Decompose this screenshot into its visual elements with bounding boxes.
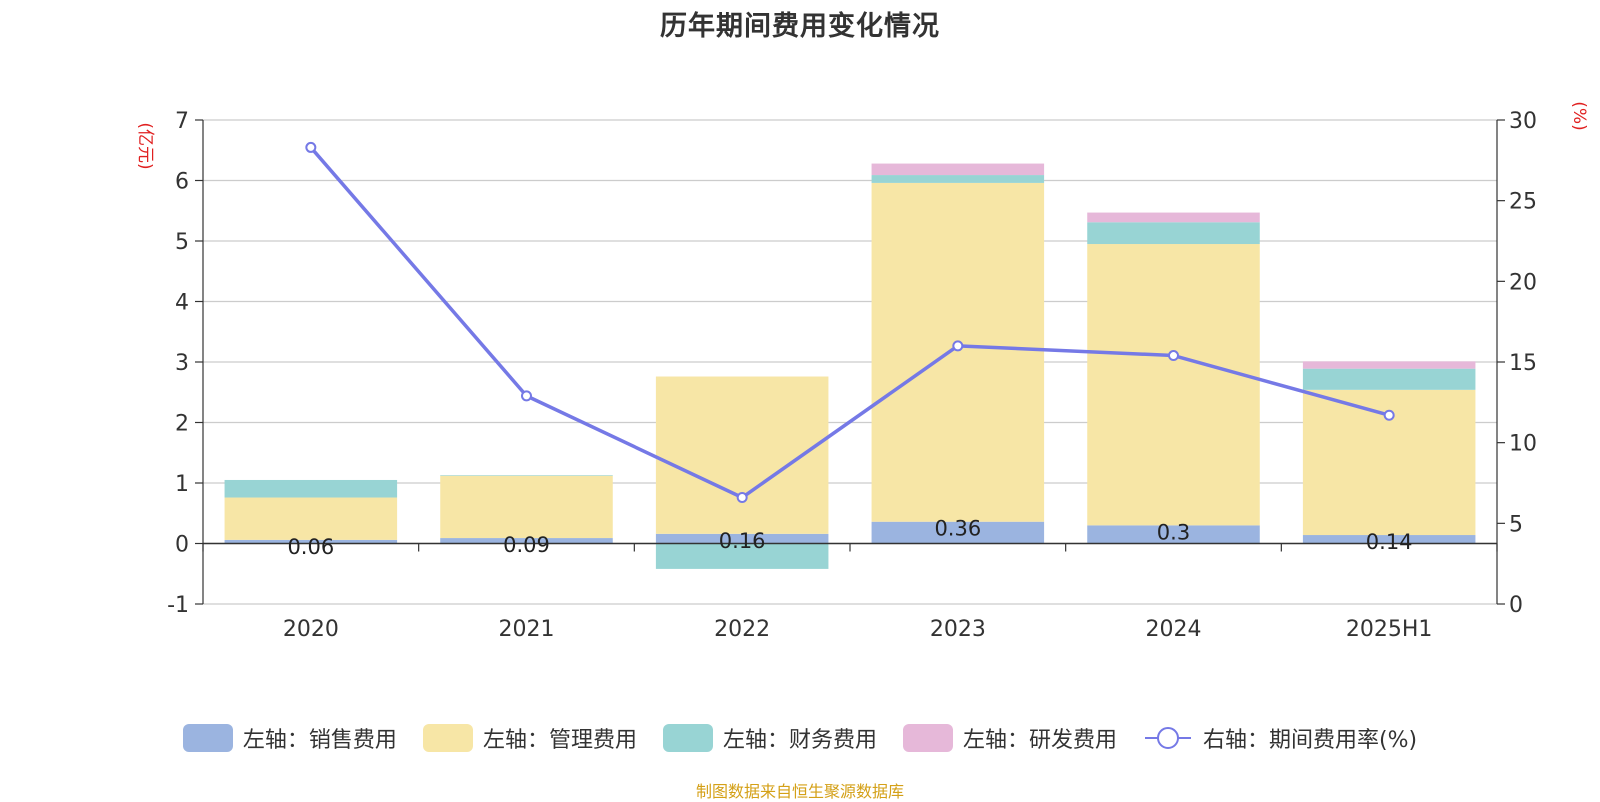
legend-label: 左轴：财务费用 xyxy=(722,728,877,753)
bar-finance xyxy=(1302,368,1476,390)
data-label-sales: 0.14 xyxy=(1366,530,1413,554)
legend-line-marker-icon xyxy=(1144,727,1191,749)
bar-rnd xyxy=(871,163,1045,176)
bar-finance xyxy=(655,543,829,569)
category-label: 2025H1 xyxy=(1346,617,1433,642)
data-label-sales: 0.3 xyxy=(1157,520,1190,544)
legend-label: 左轴：管理费用 xyxy=(482,728,637,753)
bar-sales xyxy=(871,521,1045,544)
bar-admin xyxy=(224,497,398,540)
left-tick-label: 6 xyxy=(175,170,189,195)
left-tick-label: 1 xyxy=(175,472,189,497)
legend-label: 左轴：销售费用 xyxy=(242,728,397,753)
data-label-sales: 0.09 xyxy=(503,533,550,557)
bar-rnd xyxy=(1302,361,1476,369)
ratio-point xyxy=(1383,409,1395,421)
legend: 左轴：销售费用 左轴：管理费用 左轴：财务费用 左轴：研发费用 右轴：期间费用率(%) xyxy=(0,720,1600,756)
category-label: 2021 xyxy=(499,617,555,642)
right-tick-label: 25 xyxy=(1509,190,1537,215)
legend-item[interactable]: 左轴：管理费用 xyxy=(422,722,637,754)
ratio-point xyxy=(305,141,317,153)
right-axis-unit: (%) xyxy=(1569,101,1589,130)
legend-item[interactable]: 左轴：研发费用 xyxy=(902,722,1117,754)
left-axis-unit: (亿元) xyxy=(135,122,155,169)
category-label: 2022 xyxy=(714,617,770,642)
category-label: 2024 xyxy=(1146,617,1202,642)
bar-sales xyxy=(440,538,613,544)
bar-sales xyxy=(1302,535,1476,544)
right-tick-label: 5 xyxy=(1509,512,1523,537)
right-tick-label: 20 xyxy=(1509,270,1537,295)
legend-label: 右轴：期间费用率(%) xyxy=(1202,728,1418,753)
left-tick-label: 2 xyxy=(175,412,189,437)
ratio-point xyxy=(736,492,748,504)
right-tick-label: 30 xyxy=(1509,109,1537,134)
legend-item[interactable]: 左轴：财务费用 xyxy=(662,722,877,754)
legend-swatch xyxy=(662,724,713,752)
ratio-point xyxy=(521,390,532,402)
legend-item[interactable]: 右轴：期间费用率(%) xyxy=(1143,722,1417,754)
bar-sales xyxy=(224,539,398,544)
data-label-sales: 0.16 xyxy=(719,529,766,553)
source-note: 制图数据来自恒生聚源数据库 xyxy=(695,782,904,801)
data-label-sales: 0.36 xyxy=(934,517,981,541)
legend-label: 左轴：研发费用 xyxy=(962,728,1117,753)
bar-rnd xyxy=(1087,212,1260,223)
legend-swatch xyxy=(902,724,953,752)
bar-sales xyxy=(1087,525,1260,544)
legend-swatch xyxy=(182,724,233,752)
bar-finance xyxy=(440,475,613,476)
left-tick-label: 4 xyxy=(175,291,189,316)
left-tick-label: 3 xyxy=(175,351,189,376)
chart-plot: -1 0 1 2 3 4 5 6 7 0 5 10 15 20 25 30 (亿元) (%) 2020 2021 202… xyxy=(135,101,1589,642)
bar-finance xyxy=(1087,222,1260,245)
bar-admin xyxy=(1087,244,1260,526)
category-label: 2023 xyxy=(930,617,986,642)
left-tick-label: 5 xyxy=(175,230,189,255)
ratio-point xyxy=(1168,350,1179,362)
right-tick-label: 0 xyxy=(1509,593,1523,618)
legend-swatch xyxy=(422,724,473,752)
bar-finance xyxy=(224,479,398,498)
ratio-point xyxy=(952,340,964,352)
bar-admin xyxy=(871,182,1045,522)
right-tick-label: 10 xyxy=(1509,432,1537,457)
left-tick-label: 7 xyxy=(175,109,189,134)
data-label-sales: 0.06 xyxy=(287,535,334,559)
bar-sales xyxy=(655,533,829,544)
left-tick-label: 0 xyxy=(175,533,189,558)
ratio-line xyxy=(309,146,1390,500)
left-tick-label: -1 xyxy=(167,593,189,618)
bar-finance xyxy=(871,175,1045,183)
right-tick-label: 15 xyxy=(1509,351,1537,376)
legend-item[interactable]: 左轴：销售费用 xyxy=(182,722,397,754)
bar-admin xyxy=(440,475,613,539)
chart-title: 历年期间费用变化情况 xyxy=(660,11,940,42)
category-label: 2020 xyxy=(283,617,339,642)
